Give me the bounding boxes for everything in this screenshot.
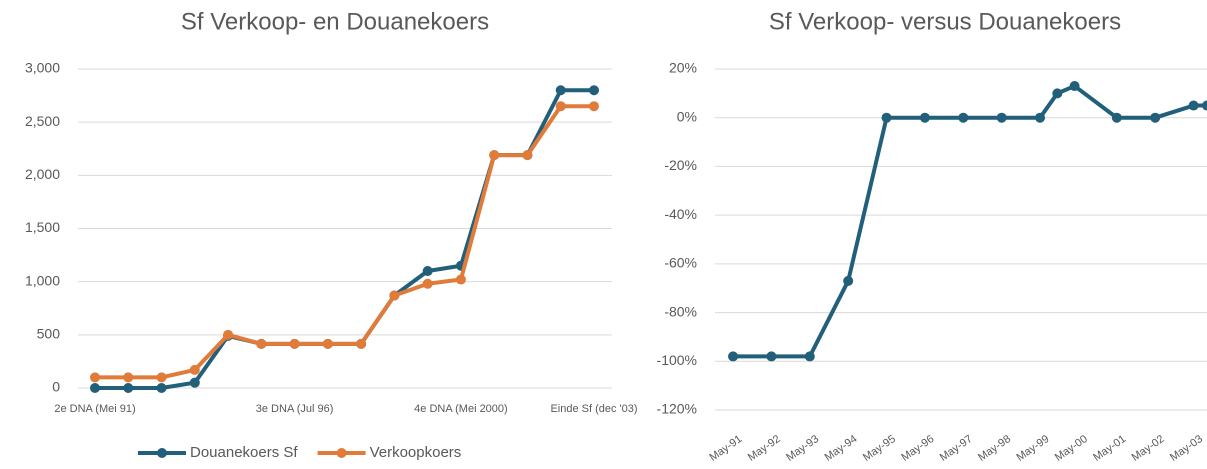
- data-point: [1111, 112, 1122, 123]
- series-line: [95, 104, 594, 380]
- y-tick-label: -120%: [657, 401, 697, 417]
- x-tick-label: May-02: [1130, 433, 1167, 464]
- data-point: [256, 338, 267, 349]
- data-point: [1035, 112, 1046, 123]
- y-tick-label: 2,500: [25, 113, 60, 129]
- x-tick-label: May-99: [1015, 433, 1052, 464]
- legend-marker: [157, 448, 167, 458]
- x-tick-label: May-97: [938, 433, 975, 464]
- x-tick-label: 4e DNA (Mei 2000): [414, 403, 508, 415]
- data-point: [589, 85, 599, 96]
- data-point: [189, 377, 200, 388]
- y-tick-label: 0%: [677, 108, 697, 124]
- data-point: [289, 338, 300, 349]
- x-tick-label: May-93: [784, 433, 821, 464]
- data-point: [555, 85, 566, 96]
- data-point: [589, 101, 599, 112]
- data-point: [455, 274, 466, 285]
- x-tick-label: May-91: [707, 433, 744, 464]
- y-tick-label: -40%: [664, 206, 697, 222]
- legend-marker: [336, 448, 347, 458]
- data-point: [958, 112, 969, 123]
- y-tick-label: 1,500: [25, 219, 60, 235]
- x-tick-label: May-96: [899, 433, 936, 464]
- data-point: [996, 112, 1007, 123]
- y-tick-label: -100%: [657, 352, 697, 368]
- y-tick-label: 0: [52, 379, 60, 395]
- x-tick-label: May-00: [1053, 433, 1090, 464]
- data-point: [1188, 100, 1199, 111]
- y-tick-label: -20%: [664, 157, 697, 173]
- x-tick-label: May-92: [746, 433, 783, 464]
- x-tick-label: May-98: [976, 433, 1013, 464]
- data-point: [189, 364, 200, 375]
- data-point: [1069, 81, 1080, 92]
- data-point: [728, 351, 739, 362]
- chart-title: Sf Verkoop- en Douanekoers: [181, 8, 489, 35]
- data-point: [356, 338, 367, 349]
- data-point: [322, 338, 333, 349]
- x-tick-label: Einde Sf (dec '03): [550, 403, 637, 415]
- data-point: [843, 275, 854, 286]
- y-tick-label: -60%: [664, 255, 697, 271]
- data-point: [422, 266, 433, 277]
- data-point: [804, 351, 815, 362]
- data-point: [90, 383, 100, 393]
- x-tick-label: May-94: [823, 433, 860, 464]
- data-point: [1052, 88, 1063, 99]
- data-point: [123, 383, 134, 393]
- data-point: [422, 278, 433, 289]
- data-point: [555, 101, 566, 112]
- chart-title: Sf Verkoop- versus Douanekoers: [769, 8, 1121, 35]
- x-tick-label: 2e DNA (Mei 91): [54, 403, 135, 415]
- x-tick-label: May-95: [861, 433, 898, 464]
- data-point: [90, 372, 100, 383]
- data-point: [522, 150, 533, 161]
- data-point: [156, 383, 167, 393]
- data-point: [881, 112, 892, 123]
- legend-label: Verkoopkoers: [370, 444, 462, 461]
- y-tick-label: 2,000: [25, 166, 60, 182]
- y-tick-label: 1,000: [25, 272, 60, 288]
- data-point: [919, 112, 930, 123]
- series-line: [733, 84, 1207, 359]
- x-tick-label: May-01: [1091, 433, 1128, 464]
- y-tick-label: 3,000: [25, 60, 60, 76]
- data-point: [1150, 112, 1161, 123]
- y-tick-label: 20%: [669, 60, 697, 76]
- y-tick-label: 500: [37, 326, 61, 342]
- x-tick-label: May-03: [1168, 433, 1205, 464]
- data-point: [1202, 100, 1207, 111]
- y-tick-label: -80%: [664, 303, 697, 319]
- data-point: [156, 372, 167, 383]
- data-point: [389, 290, 400, 301]
- legend-label: Douanekoers Sf: [190, 444, 298, 461]
- data-point: [123, 372, 134, 383]
- data-point: [223, 329, 234, 340]
- x-tick-label: 3e DNA (Jul 96): [256, 403, 334, 415]
- data-point: [489, 150, 500, 161]
- data-point: [766, 351, 777, 362]
